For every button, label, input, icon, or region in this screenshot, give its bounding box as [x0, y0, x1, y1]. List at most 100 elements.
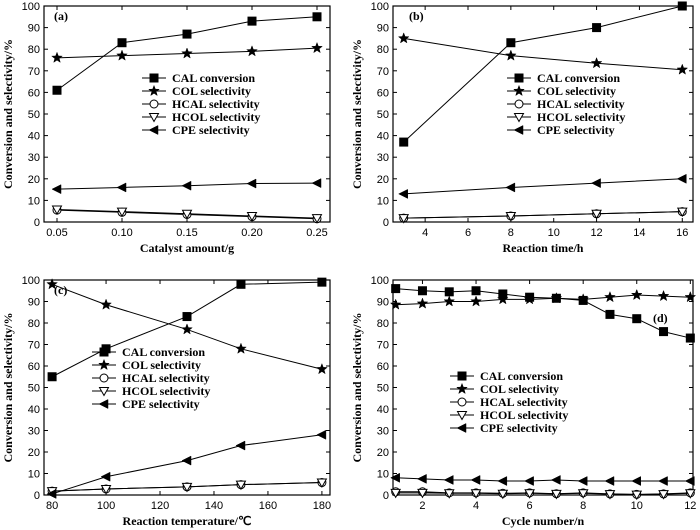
legend-marker-star [148, 84, 160, 97]
data-point-square [632, 314, 642, 324]
data-point-square [605, 309, 615, 319]
legend-label: COL selectivity [122, 358, 201, 372]
y-axis-title: Conversion and selectivity/% [350, 313, 364, 463]
legend-marker-triangle-down-open [456, 411, 468, 421]
data-point-star [235, 342, 247, 354]
data-point-triangle-down-open [235, 480, 247, 491]
x-tick-label: 2 [419, 500, 425, 512]
series-star [397, 32, 689, 75]
y-tick-label: 30 [377, 152, 389, 164]
panel-label: (d) [653, 311, 668, 325]
data-point-triangle-left [443, 475, 454, 485]
series-triangle-down-open [51, 205, 323, 224]
y-tick-label: 90 [28, 23, 40, 35]
data-point-triangle-left [181, 180, 192, 191]
data-point-square [391, 284, 401, 294]
y-axis-title: Conversion and selectivity/% [1, 39, 15, 189]
data-point-triangle-down-open [246, 211, 258, 222]
x-tick-label: 80 [46, 500, 58, 512]
series-triangle-left [398, 173, 687, 199]
chart-panel-a: 0 10 20 30 40 50 60 70 80 90 100 0.05 0.10 0.15 0.20 0.… [1, 1, 331, 255]
data-point-triangle-down-open [577, 489, 589, 499]
data-point-triangle-down-open [390, 488, 402, 499]
chart-panel-d: 0 10 20 30 40 50 60 70 80 90 100 2 4 6 8 10 12 Cycle numb… [350, 275, 696, 528]
data-point-triangle-down-open [658, 490, 669, 500]
legend-marker-circle-open [149, 99, 159, 109]
data-point-triangle-left [577, 476, 588, 486]
y-tick-label: 80 [28, 318, 40, 330]
data-point-triangle-left [524, 476, 534, 486]
x-tick-label: 14 [633, 227, 645, 239]
y-tick-label: 50 [377, 109, 389, 121]
data-point-triangle-left [604, 476, 615, 486]
data-point-triangle-left [51, 184, 62, 195]
x-axis-title: Reaction temperature/℃ [123, 514, 252, 528]
legend-marker-circle-open [457, 397, 467, 407]
data-point-square [317, 277, 327, 287]
series-triangle-left [51, 178, 322, 195]
data-point-square [444, 287, 454, 297]
data-point-star [684, 290, 697, 303]
series-line [403, 178, 683, 195]
data-point-triangle-down-open [676, 207, 688, 218]
series-triangle-down-open [46, 478, 328, 497]
series-line [403, 37, 683, 71]
data-point-triangle-left [235, 440, 246, 451]
data-point-triangle-left [497, 476, 508, 486]
legend-label: HCAL selectivity [480, 395, 568, 409]
legend-marker-triangle-down-open [148, 113, 160, 123]
data-point-star [311, 41, 323, 54]
data-point-triangle-down-open [684, 489, 696, 499]
data-point-star [116, 49, 128, 61]
x-tick-label: 4 [422, 227, 428, 239]
y-tick-label: 30 [377, 426, 389, 438]
legend-marker-triangle-down-open [513, 113, 525, 123]
data-point-triangle-left [505, 182, 516, 193]
legend-marker-square [514, 73, 524, 83]
y-tick-label: 100 [371, 1, 389, 13]
y-tick-label: 90 [377, 297, 389, 309]
legend-marker-square [457, 371, 467, 381]
data-point-triangle-down-open [631, 490, 643, 501]
data-point-triangle-down-open [417, 488, 428, 499]
y-tick-label: 10 [28, 469, 40, 481]
x-tick-label: 0.10 [111, 227, 132, 239]
series-star [389, 288, 697, 310]
data-point-square [117, 38, 127, 48]
data-point-star [397, 32, 410, 44]
data-point-star [590, 57, 603, 69]
data-point-triangle-left [591, 178, 601, 189]
data-point-triangle-down-open [316, 478, 328, 489]
series-line [403, 211, 683, 219]
legend-marker-square [149, 73, 159, 83]
data-point-triangle-left [246, 178, 257, 189]
data-point-star [496, 293, 509, 305]
series-square [391, 284, 695, 343]
data-point-triangle-left [470, 475, 481, 485]
y-tick-label: 10 [28, 195, 40, 207]
legend-label: CAL conversion [537, 71, 620, 85]
data-point-square [247, 16, 257, 26]
x-tick-label: 16 [676, 227, 688, 239]
x-tick-label: 10 [631, 500, 643, 512]
data-point-square [659, 327, 669, 337]
series-line [395, 288, 691, 339]
y-tick-label: 30 [28, 426, 40, 438]
x-tick-label: 6 [465, 227, 471, 239]
data-point-triangle-left [657, 476, 668, 486]
data-point-square [592, 23, 602, 33]
data-point-triangle-left [684, 476, 695, 486]
legend-label: CAL conversion [480, 369, 563, 383]
x-tick-label: 0.25 [306, 227, 327, 239]
y-tick-label: 70 [28, 66, 40, 78]
data-point-star [181, 323, 193, 335]
y-tick-label: 50 [377, 383, 389, 395]
data-point-square [685, 333, 695, 343]
data-point-triangle-left [100, 471, 111, 482]
data-point-triangle-down-open [470, 489, 482, 499]
panel-label: (c) [54, 283, 67, 297]
series-line [403, 5, 683, 143]
y-tick-label: 20 [28, 174, 40, 186]
x-tick-label: 6 [527, 500, 533, 512]
